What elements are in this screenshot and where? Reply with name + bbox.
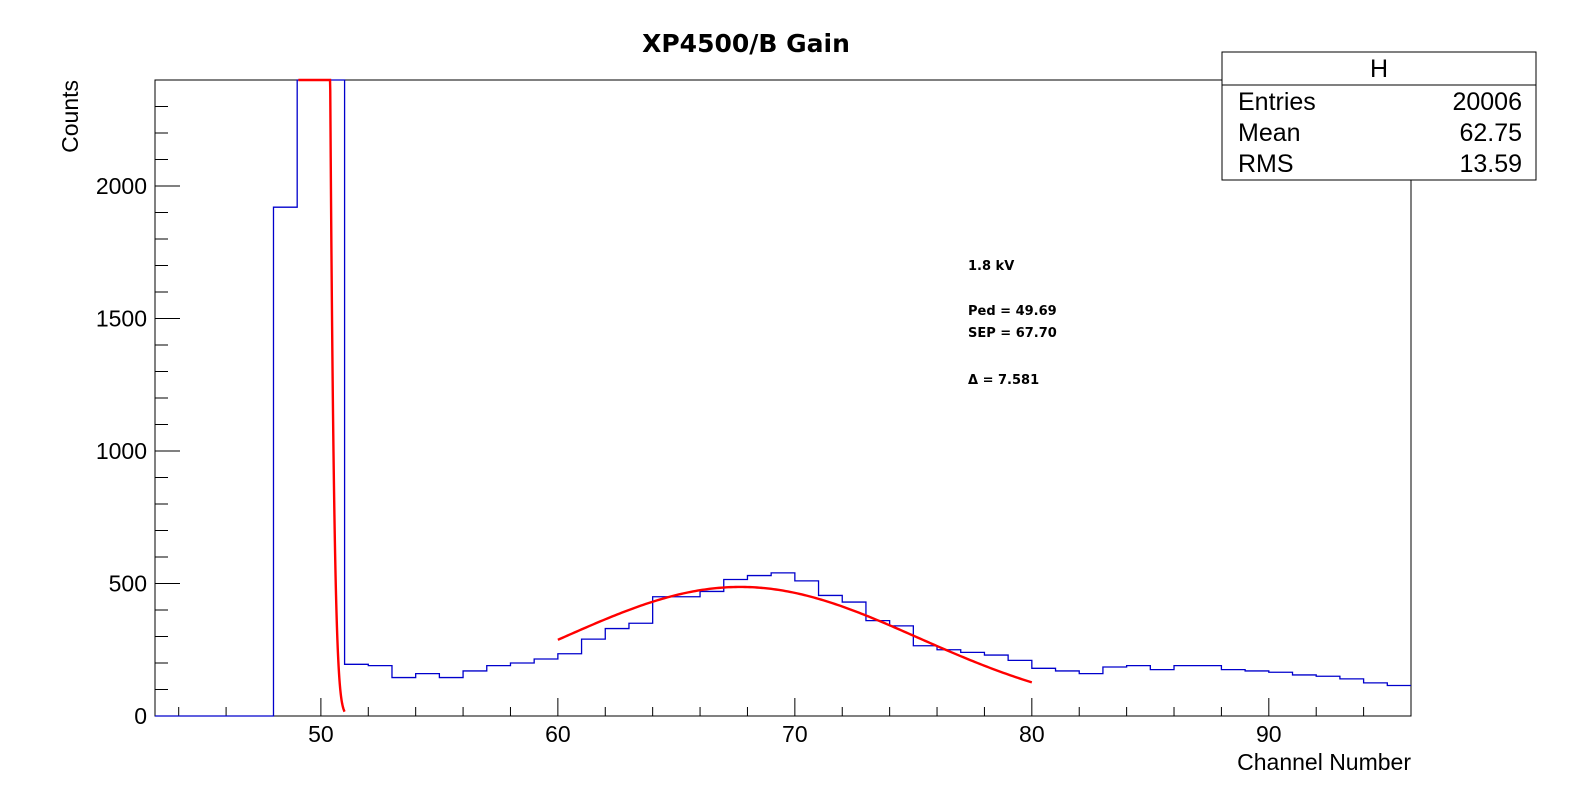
y-axis-ticks [155, 79, 180, 717]
pedestal-fit-curve [298, 78, 346, 713]
x-tick-label: 60 [545, 721, 571, 747]
stats-entries-value: 20006 [1452, 88, 1522, 116]
histogram-series [155, 79, 1411, 717]
stats-box-title: H [1370, 55, 1388, 83]
x-tick-label: 50 [308, 721, 334, 747]
histogram-layer [155, 79, 1411, 717]
x-tick-label: 70 [782, 721, 808, 747]
stats-entries-label: Entries [1238, 88, 1316, 116]
stats-box-frame [1221, 51, 1537, 181]
stats-rms-label: RMS [1238, 150, 1294, 178]
sep-fit-curve [557, 585, 1033, 684]
y-axis-tick-labels: 0 500 1000 1500 2000 [96, 173, 147, 729]
annotation-sep: SEP = 67.70 [968, 326, 1057, 341]
annotation-voltage: 1.8 kV [968, 259, 1014, 274]
y-tick-label: 1000 [96, 438, 147, 464]
y-tick-label: 2000 [96, 173, 147, 199]
stats-mean-label: Mean [1238, 119, 1301, 147]
x-axis-label: Channel Number [1237, 749, 1411, 775]
stats-mean-value: 62.75 [1459, 119, 1522, 147]
x-axis-ticks [178, 698, 1412, 716]
y-axis-label: Counts [57, 80, 83, 153]
y-tick-label: 500 [109, 571, 147, 597]
stats-box: H Entries 20006 Mean 62.75 RMS 13.59 [1221, 51, 1537, 181]
x-tick-label: 80 [1019, 721, 1045, 747]
x-tick-label: 90 [1256, 721, 1282, 747]
stats-rms-value: 13.59 [1459, 150, 1522, 178]
annotation-pedestal: Ped = 49.69 [968, 304, 1057, 319]
annotation-delta: Δ = 7.581 [968, 373, 1039, 388]
x-axis-tick-labels: 50 60 70 80 90 [308, 721, 1282, 747]
fit-layer [298, 78, 1033, 713]
y-tick-label: 0 [134, 703, 147, 729]
y-tick-label: 1500 [96, 306, 147, 332]
chart-title: XP4500/B Gain [642, 29, 850, 58]
